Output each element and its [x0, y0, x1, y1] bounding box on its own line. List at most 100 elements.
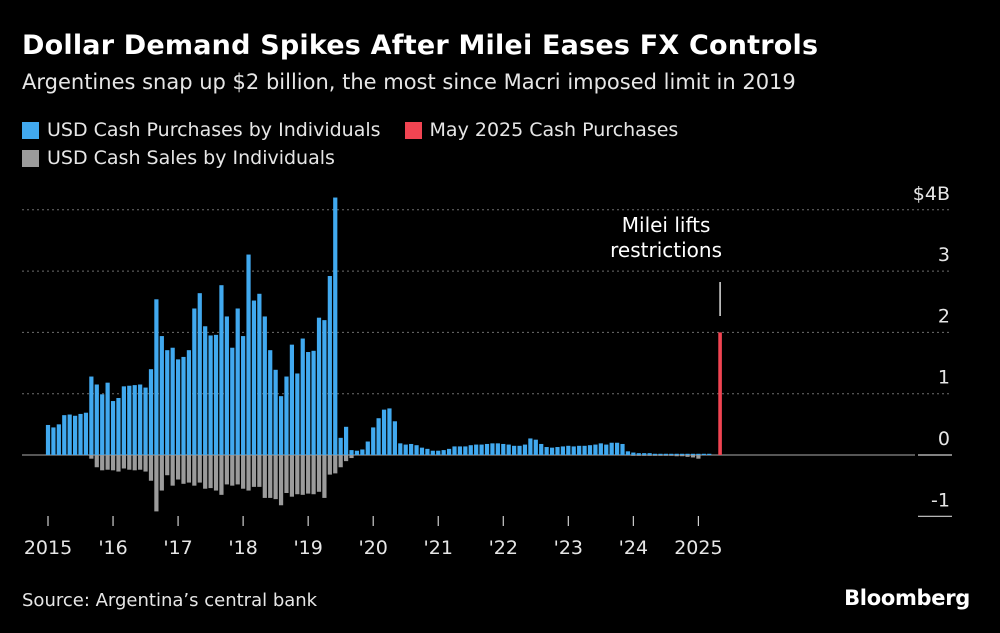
- sales-bar-55: [344, 455, 349, 462]
- purchase-bar-78: [468, 445, 473, 455]
- sales-bar-33: [224, 455, 229, 485]
- purchase-bar-97: [571, 446, 576, 455]
- purchase-bar-100: [587, 445, 593, 455]
- purchase-bar-51: [322, 320, 327, 455]
- purchase-bar-47: [300, 338, 305, 455]
- sales-bar-24: [175, 455, 181, 480]
- x-tick-label-9: '24: [619, 537, 648, 559]
- legend-row-1: USD Cash Purchases by Individuals May 20…: [22, 116, 702, 144]
- bars: [45, 197, 722, 512]
- purchase-bar-38: [251, 300, 257, 455]
- purchase-bar-20: [154, 299, 159, 455]
- purchase-bar-73: [441, 450, 446, 455]
- purchase-bar-27: [192, 308, 197, 455]
- purchase-bar-115: [669, 453, 674, 455]
- chart-title: Dollar Demand Spikes After Milei Eases F…: [22, 30, 819, 61]
- purchase-bar-67: [409, 443, 414, 455]
- purchase-bar-26: [186, 350, 192, 455]
- purchase-bar-60: [371, 427, 376, 455]
- purchase-bar-61: [376, 418, 381, 455]
- sales-bar-25: [181, 455, 186, 484]
- legend-label-purchases: USD Cash Purchases by Individuals: [47, 119, 381, 141]
- sales-bar-115: [669, 455, 674, 456]
- purchase-bar-33: [224, 316, 229, 455]
- purchase-bar-63: [387, 408, 392, 455]
- sales-bar-45: [289, 455, 294, 497]
- sales-bar-15: [127, 455, 132, 470]
- sales-bar-38: [251, 455, 257, 487]
- purchase-bar-17: [138, 384, 143, 455]
- purchase-bar-4: [67, 414, 72, 455]
- purchase-bar-83: [495, 443, 500, 455]
- purchase-bar-121: [701, 453, 706, 455]
- sales-bar-116: [674, 455, 679, 457]
- purchase-bar-92: [544, 447, 549, 455]
- purchase-bar-86: [512, 445, 517, 455]
- purchase-bar-70: [425, 448, 430, 455]
- sales-bar-10: [100, 455, 105, 471]
- purchase-bar-82: [490, 443, 495, 455]
- purchase-bar-8: [89, 376, 94, 455]
- sales-bar-41: [268, 455, 273, 498]
- purchase-bar-98: [577, 445, 582, 455]
- purchase-bar-0: [45, 424, 51, 455]
- purchase-bar-99: [582, 445, 587, 455]
- source-note: Source: Argentina’s central bank: [22, 590, 318, 611]
- x-tick-label-1: '16: [98, 537, 127, 559]
- purchase-bar-21: [159, 336, 164, 455]
- y-tick-label-5: -1: [931, 489, 950, 511]
- sales-bar-23: [170, 455, 175, 486]
- legend: USD Cash Purchases by Individuals May 20…: [22, 116, 702, 172]
- x-tick-label-0: 2015: [24, 537, 72, 559]
- purchase-bar-57: [354, 450, 360, 455]
- purchase-bar-52: [327, 276, 332, 455]
- sales-bar-28: [197, 455, 202, 483]
- purchase-bar-66: [403, 444, 408, 455]
- purchase-bar-29: [203, 326, 208, 455]
- purchase-bar-91: [539, 443, 544, 455]
- sales-bar-32: [219, 455, 224, 495]
- sales-bar-20: [154, 455, 159, 512]
- x-tick-label-10: 2025: [674, 537, 722, 559]
- chart-subtitle: Argentines snap up $2 billion, the most …: [22, 70, 796, 94]
- purchase-bar-88: [522, 444, 528, 455]
- legend-swatch-purchases: [22, 121, 39, 139]
- purchase-bar-24: [175, 359, 181, 455]
- purchase-bar-71: [430, 450, 435, 455]
- purchase-bar-46: [295, 373, 300, 455]
- sales-bar-42: [273, 455, 278, 500]
- purchase-bar-44: [284, 376, 289, 455]
- sales-bar-27: [192, 455, 197, 486]
- sales-bar-14: [121, 455, 126, 469]
- purchase-bar-15: [127, 385, 132, 455]
- purchase-bar-37: [246, 254, 251, 455]
- annotation-line-1: restrictions: [610, 238, 722, 262]
- purchase-bar-30: [208, 335, 213, 455]
- purchase-bar-43: [278, 396, 284, 455]
- purchase-bar-110: [642, 453, 647, 455]
- purchase-bar-111: [647, 453, 652, 455]
- purchase-bar-68: [414, 445, 419, 455]
- purchase-bar-55: [344, 426, 349, 455]
- purchase-bar-36: [241, 336, 246, 455]
- sales-bar-16: [132, 455, 137, 471]
- purchase-bar-41: [268, 350, 273, 455]
- sales-bar-48: [306, 455, 311, 494]
- sales-bar-118: [685, 455, 690, 457]
- sales-bar-30: [208, 455, 213, 489]
- purchase-bar-65: [398, 443, 403, 455]
- sales-bar-13: [116, 455, 121, 472]
- purchase-bar-116: [674, 453, 679, 455]
- sales-bar-9: [94, 455, 99, 468]
- sales-bar-26: [186, 455, 192, 483]
- sales-bar-113: [658, 455, 663, 456]
- purchase-bar-120: [696, 453, 701, 455]
- sales-bar-18: [143, 455, 148, 472]
- annotation-label: Milei lifts restrictions: [610, 213, 722, 262]
- annotation: Milei lifts restrictions: [610, 213, 722, 316]
- purchase-bar-45: [289, 344, 294, 455]
- sales-bar-8: [89, 455, 94, 459]
- purchase-bar-105: [615, 442, 620, 455]
- purchase-bar-16: [132, 385, 137, 455]
